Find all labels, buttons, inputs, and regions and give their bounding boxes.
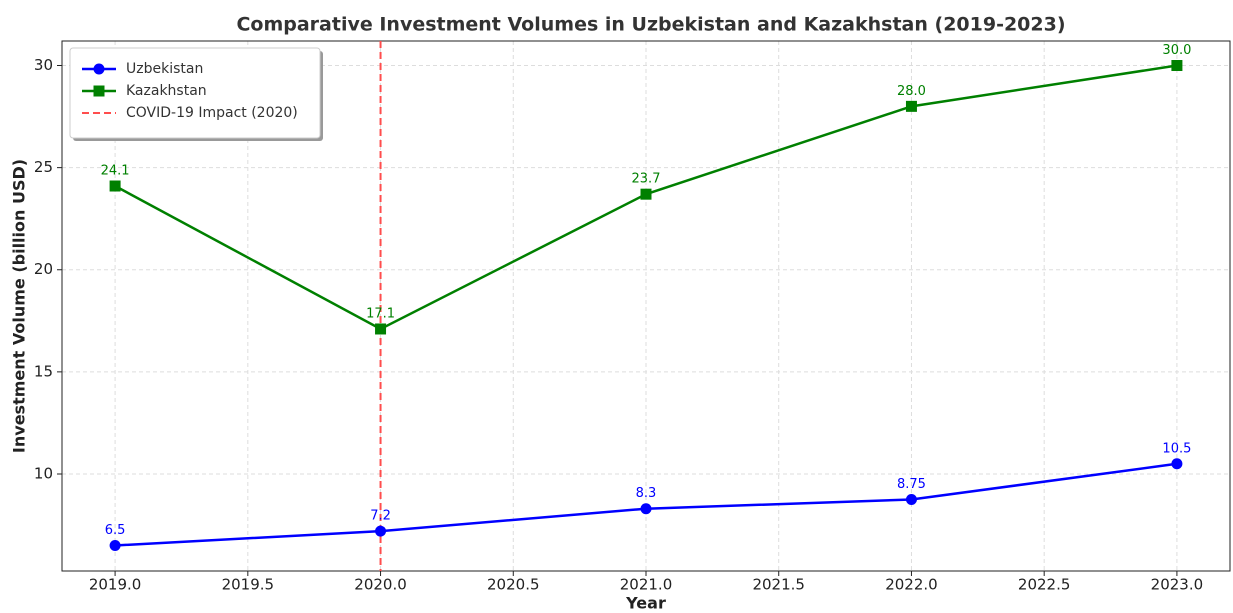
- data-label: 30.0: [1162, 43, 1191, 58]
- x-tick-label: 2019.5: [222, 576, 275, 594]
- legend-label: Uzbekistan: [126, 61, 203, 77]
- y-tick-label: 30: [34, 56, 53, 74]
- data-label: 8.3: [636, 486, 657, 501]
- plot-frame: [61, 40, 1231, 572]
- data-label: 28.0: [897, 84, 926, 99]
- data-label: 8.75: [897, 477, 926, 492]
- data-point: [640, 503, 652, 515]
- legend-label: COVID-19 Impact (2020): [126, 105, 298, 121]
- legend-marker: [93, 63, 105, 75]
- data-label: 10.5: [1162, 441, 1191, 456]
- data-label: 23.7: [632, 172, 661, 187]
- legend-marker: [93, 85, 105, 97]
- y-tick-label: 10: [34, 464, 53, 482]
- data-point: [1171, 60, 1183, 72]
- y-tick-label: 25: [34, 158, 53, 176]
- x-tick-label: 2020.5: [487, 576, 540, 594]
- y-tick-label: 15: [34, 362, 53, 380]
- x-tick-label: 2022.5: [1018, 576, 1071, 594]
- data-label: 17.1: [366, 306, 395, 321]
- x-tick-label: 2023.0: [1151, 576, 1204, 594]
- data-point: [109, 539, 121, 551]
- x-tick-label: 2021.5: [752, 576, 805, 594]
- data-point: [375, 323, 387, 335]
- legend: [69, 47, 321, 139]
- data-label: 24.1: [101, 164, 130, 179]
- x-tick-label: 2021.0: [620, 576, 673, 594]
- data-point: [1171, 458, 1183, 470]
- chart-title: Comparative Investment Volumes in Uzbeki…: [236, 14, 1065, 36]
- x-tick-label: 2019.0: [89, 576, 142, 594]
- y-axis-label: Investment Volume (billion USD): [10, 159, 29, 453]
- legend-label: Kazakhstan: [126, 83, 207, 99]
- y-tick-label: 20: [34, 260, 53, 278]
- data-label: 6.5: [105, 523, 126, 538]
- data-point: [109, 180, 121, 192]
- data-point: [640, 188, 652, 200]
- x-axis-label: Year: [625, 594, 666, 613]
- data-point: [905, 100, 917, 112]
- data-point: [905, 494, 917, 506]
- data-point: [375, 525, 387, 537]
- x-tick-label: 2022.0: [885, 576, 938, 594]
- x-tick-label: 2020.0: [354, 576, 407, 594]
- data-label: 7.2: [370, 509, 391, 524]
